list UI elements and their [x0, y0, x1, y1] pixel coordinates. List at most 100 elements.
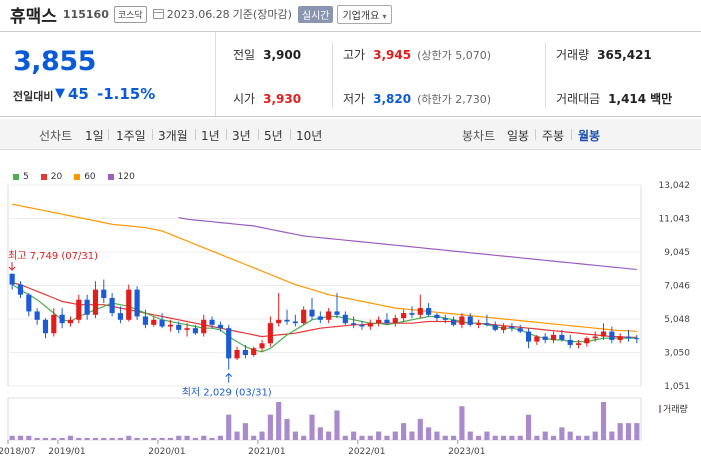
period-1d[interactable]: 1일 [85, 129, 104, 143]
candle-body [17, 284, 24, 295]
candle-body [417, 308, 423, 315]
legend-ma120: 120 [107, 172, 135, 182]
period-3m[interactable]: 3개월 [158, 129, 188, 143]
price-chart[interactable]: 13,042 11,043 9,045 7,046 5,048 3,050 1,051 거래량… [0, 170, 701, 458]
price-area: 3,855 전일대비 ▼ 45 -1.15% [0, 32, 216, 116]
candle-body [467, 316, 473, 325]
candle-body [567, 339, 573, 345]
volume-bar [559, 427, 565, 440]
candle-body [342, 314, 348, 324]
separator [195, 129, 196, 140]
candle-body [625, 336, 632, 339]
candle-body [34, 311, 40, 320]
volume-bar [617, 423, 623, 440]
candle-body [101, 289, 107, 299]
separator [535, 129, 536, 140]
period-3y[interactable]: 3년 [232, 129, 251, 143]
volume-bar [392, 431, 398, 440]
company-overview-button[interactable]: 기업개요 ▾ [337, 4, 392, 24]
period-10y[interactable]: 10년 [296, 129, 323, 143]
volume-bar [284, 418, 290, 440]
volume-bar [509, 435, 515, 440]
volume-bar [9, 435, 15, 440]
max-annotation: 최고 7,749 (07/31) [8, 250, 98, 262]
candle-body [292, 321, 298, 324]
volume-bar [134, 437, 140, 440]
volume-bar [167, 437, 173, 440]
volume-bar [584, 435, 590, 440]
y-tick-label: 1,051 [664, 382, 690, 392]
candle-body [301, 309, 307, 324]
volume-bar [17, 435, 24, 440]
legend-label: 20 [50, 172, 63, 182]
volume-bar [34, 437, 40, 440]
candle-body [484, 323, 490, 325]
candle-body [575, 343, 582, 345]
candle-body [384, 319, 390, 324]
volume-bar [625, 423, 632, 440]
period-1y[interactable]: 1년 [201, 129, 220, 143]
volume-bar [367, 435, 373, 440]
divider [545, 42, 546, 108]
candle-body [309, 309, 315, 317]
candle-body [451, 319, 457, 325]
candle-body [192, 328, 198, 334]
period-5y[interactable]: 5년 [264, 129, 283, 143]
candle-body [117, 313, 124, 320]
trade-amount: 거래대금 1,414 백만 [556, 90, 672, 107]
candle-body [525, 331, 532, 342]
volume-bar [51, 437, 57, 440]
down-arrow-icon: ▼ [55, 86, 65, 101]
volume-bar [542, 431, 548, 440]
volume-bar [359, 435, 365, 440]
volume-bar [426, 427, 432, 440]
volume-bar [142, 437, 149, 440]
volume: 거래량 365,421 [556, 46, 652, 63]
legend-ma5: 5 [13, 172, 29, 182]
volume-value: 365,421 [597, 47, 652, 62]
stock-code: 115160 [62, 7, 109, 21]
candle-body [151, 319, 157, 325]
candle-body [534, 336, 540, 342]
y-tick-label: 3,050 [664, 348, 690, 358]
chevron-down-icon: ▾ [382, 11, 387, 21]
period-1w[interactable]: 1주일 [116, 129, 146, 143]
candle-body [84, 299, 90, 315]
volume-bar [151, 437, 157, 440]
candle-body [401, 313, 407, 319]
volume-bar [567, 431, 573, 440]
volume-bar [525, 414, 532, 440]
legend-swatch [107, 174, 114, 180]
legend-label: 120 [117, 172, 135, 182]
separator [571, 129, 572, 140]
volume-bar [409, 431, 415, 440]
x-tick-label: 2019/01 [48, 447, 85, 457]
candle-body [326, 311, 332, 320]
volume-legend-swatch [659, 405, 661, 413]
volume-bar [276, 402, 282, 440]
candle-body [251, 348, 257, 356]
stock-name: 휴맥스 [10, 6, 57, 27]
volume-bar [600, 402, 607, 440]
volume-bar [117, 437, 124, 440]
candle-body [426, 308, 432, 315]
candle-body [517, 328, 523, 332]
realtime-button[interactable]: 실시간 [297, 5, 334, 23]
candle-daily[interactable]: 일봉 [507, 129, 530, 143]
volume-bar [192, 437, 198, 440]
volume-bar [84, 437, 90, 440]
volume-bar [500, 435, 507, 440]
volume-bar [101, 437, 107, 440]
candle-body [167, 324, 173, 327]
separator [226, 129, 227, 140]
candle-weekly[interactable]: 주봉 [542, 129, 565, 143]
volume-bar [351, 431, 357, 440]
candle-monthly[interactable]: 월봉 [578, 129, 601, 143]
candle-body [126, 289, 132, 320]
current-price: 3,855 [13, 46, 96, 77]
legend-ma20: 20 [40, 172, 63, 182]
volume-legend-label: 거래량 [663, 403, 688, 415]
max-arrow-icon [8, 262, 16, 271]
separator [152, 129, 153, 140]
volume-bar [242, 423, 248, 440]
